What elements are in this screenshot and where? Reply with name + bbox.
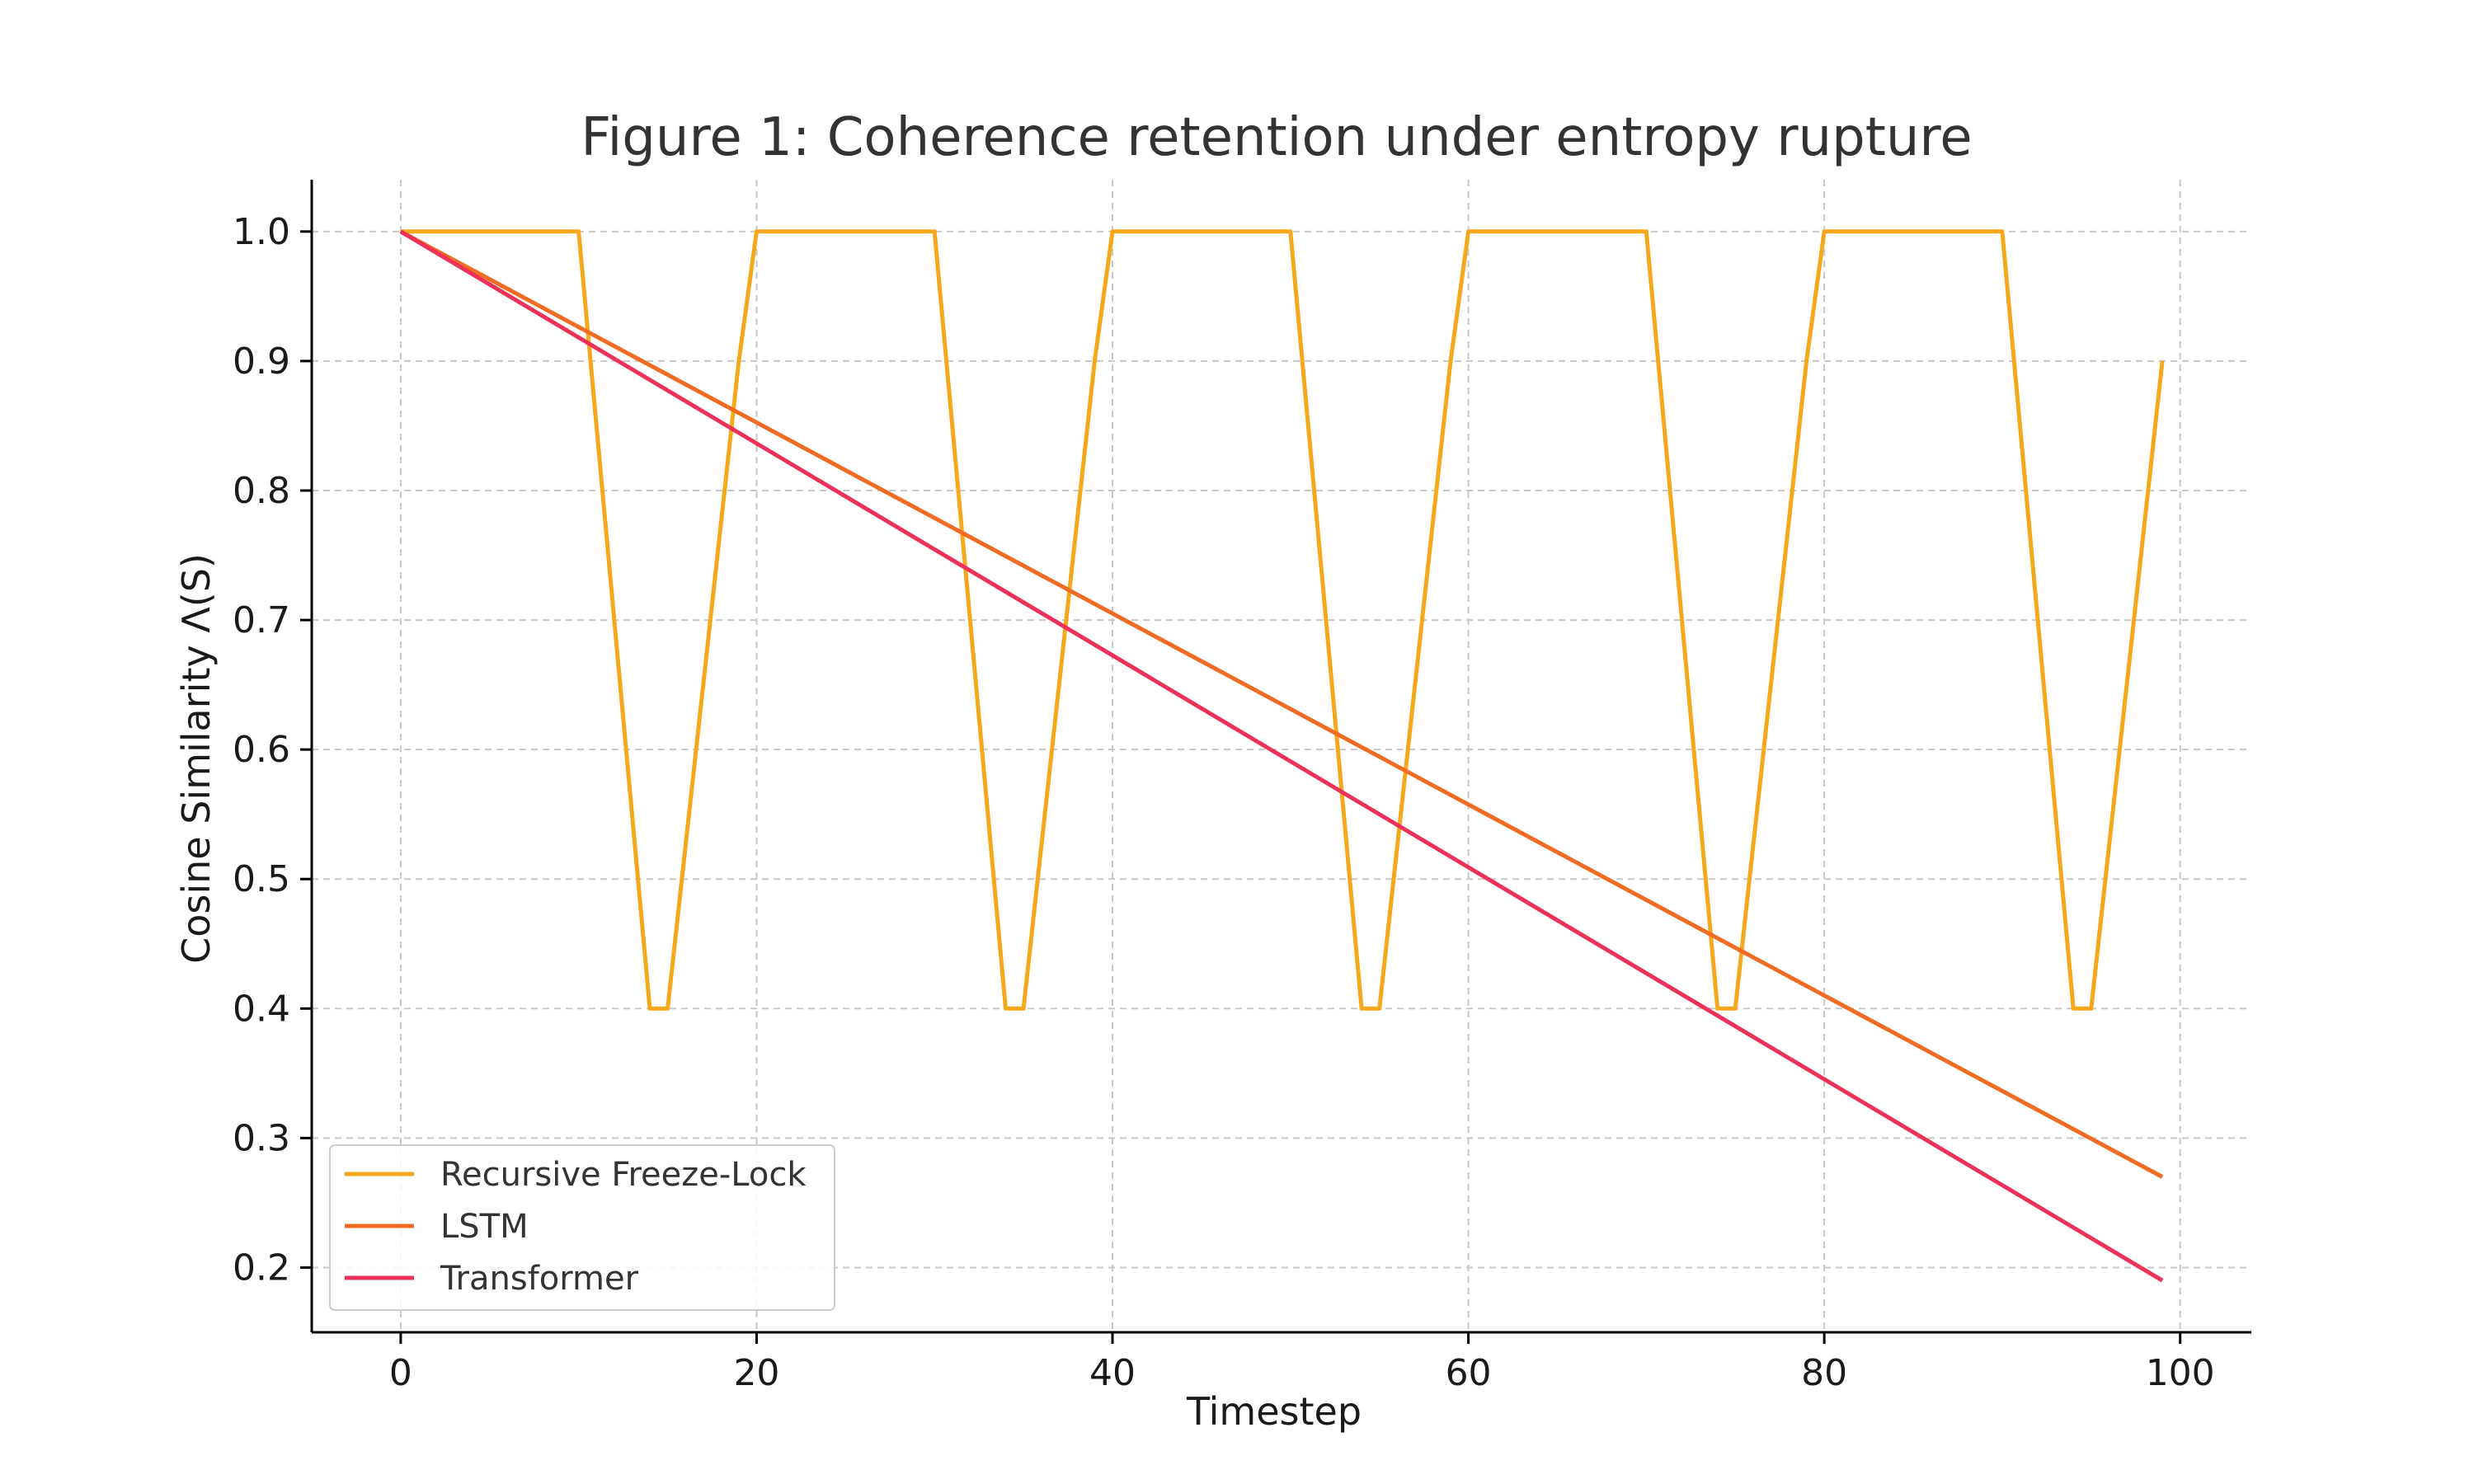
legend: Recursive Freeze-Lock LSTM Transformer bbox=[329, 1144, 835, 1311]
y-axis-label: Cosine Similarity Λ(S) bbox=[174, 553, 219, 964]
x-tick-label: 20 bbox=[733, 1352, 779, 1394]
y-tick-label: 0.5 bbox=[233, 858, 290, 900]
legend-label-lstm: LSTM bbox=[440, 1208, 529, 1246]
series-line-transformer bbox=[399, 229, 2164, 1283]
series-line-recursive-freeze-lock bbox=[400, 229, 2165, 1011]
y-tick-label: 0.6 bbox=[233, 729, 290, 771]
x-tick-label: 100 bbox=[2146, 1352, 2215, 1394]
y-tick-label: 0.8 bbox=[233, 470, 290, 512]
x-tick-label: 0 bbox=[389, 1352, 412, 1394]
x-tick-label: 40 bbox=[1089, 1352, 1136, 1394]
plot-area bbox=[399, 229, 2165, 1283]
chart-title: Figure 1: Coherence retention under entr… bbox=[581, 107, 1972, 168]
legend-frame bbox=[329, 1144, 835, 1311]
x-tick-label: 60 bbox=[1446, 1352, 1492, 1394]
y-tick-label: 0.7 bbox=[233, 599, 290, 641]
y-tick-label: 1.0 bbox=[233, 211, 290, 253]
legend-label-recursive-freeze-lock: Recursive Freeze-Lock bbox=[440, 1156, 807, 1194]
axes bbox=[300, 180, 2251, 1344]
x-tick-label: 80 bbox=[1801, 1352, 1847, 1394]
series-line-lstm bbox=[399, 229, 2164, 1179]
tick-labels: 0 20 40 60 80 100 0.2 0.3 0.4 0.5 0.6 0.7 0.8 0.9 1.0 bbox=[233, 211, 2215, 1394]
x-axis-label: Timestep bbox=[1186, 1389, 1362, 1434]
legend-label-transformer: Transformer bbox=[440, 1260, 639, 1298]
y-tick-label: 0.4 bbox=[233, 988, 290, 1030]
y-tick-label: 0.2 bbox=[233, 1247, 290, 1289]
y-tick-label: 0.3 bbox=[233, 1117, 290, 1159]
y-tick-label: 0.9 bbox=[233, 340, 290, 383]
